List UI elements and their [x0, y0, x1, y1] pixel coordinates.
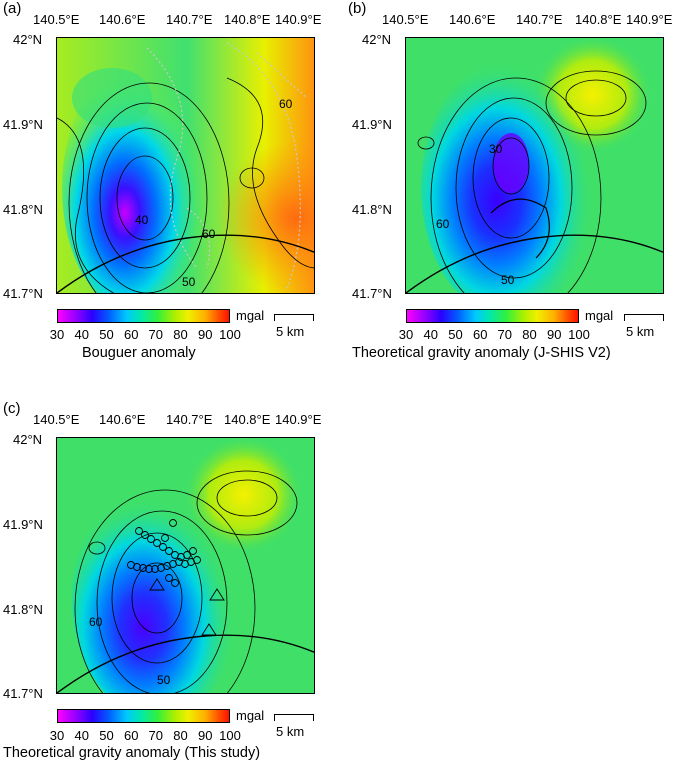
panel-caption: Theoretical gravity anomaly (This study): [3, 745, 261, 761]
lat-tick: 41.7°N: [3, 286, 43, 301]
lon-tick: 140.5°E: [33, 12, 80, 27]
panel-caption: Bouguer anomaly: [82, 345, 196, 361]
colorbar-tick: 80: [173, 728, 188, 743]
panel-caption: Theoretical gravity anomaly (J-SHIS V2): [352, 345, 611, 361]
contour-label: 60: [279, 97, 293, 111]
gravity-map: 30 60 50: [405, 37, 664, 294]
contour-label: 50: [501, 273, 515, 287]
lon-tick: 140.6°E: [99, 412, 146, 427]
colorbar-tick: 90: [547, 327, 562, 342]
colorbar: [57, 309, 230, 323]
panel-label: (b): [348, 0, 367, 17]
colorbar-tick: 90: [198, 728, 213, 743]
colorbar-unit: mgal: [236, 708, 265, 723]
lon-tick: 140.8°E: [575, 12, 622, 27]
lon-tick: 140.9°E: [275, 412, 322, 427]
colorbar-tick: 40: [74, 327, 89, 342]
colorbar-tick: 50: [99, 327, 114, 342]
lon-tick: 140.9°E: [626, 12, 673, 27]
lon-tick: 140.8°E: [224, 12, 271, 27]
scale-label: 5 km: [276, 724, 305, 739]
lat-tick: 41.7°N: [3, 686, 43, 701]
colorbar-tick: 100: [219, 728, 241, 743]
lon-tick: 140.5°E: [33, 412, 80, 427]
colorbar-tick: 80: [173, 327, 188, 342]
scale-label: 5 km: [276, 324, 305, 339]
colorbar-unit: mgal: [236, 308, 265, 323]
colorbar-tick: 80: [522, 327, 537, 342]
colorbar: [406, 309, 579, 323]
panel-label: (c): [3, 400, 21, 417]
colorbar-tick: 100: [219, 327, 241, 342]
scale-bar: [274, 714, 314, 721]
colorbar-tick: 60: [123, 327, 139, 342]
colorbar-ticks: 30 40 50 60 70 80 90 100: [50, 327, 241, 343]
colorbar-tick: 40: [74, 728, 89, 743]
gravity-map: 60 50: [56, 437, 315, 694]
lon-tick: 140.7°E: [516, 12, 563, 27]
contour-label: 50: [157, 673, 171, 687]
colorbar-tick: 60: [472, 327, 488, 342]
lon-tick: 140.9°E: [275, 12, 322, 27]
colorbar-tick: 70: [148, 728, 164, 743]
colorbar-tick: 30: [398, 327, 414, 342]
lon-tick: 140.6°E: [449, 12, 496, 27]
gravity-map: 60 50 40 60: [56, 37, 315, 294]
colorbar-unit: mgal: [585, 308, 614, 323]
lat-tick: 41.9°N: [352, 117, 392, 132]
scale-bar: [274, 314, 314, 321]
colorbar-tick: 90: [198, 327, 213, 342]
colorbar-tick: 100: [568, 327, 590, 342]
lon-tick: 140.5°E: [382, 12, 429, 27]
lon-tick: 140.7°E: [166, 412, 213, 427]
lon-tick: 140.7°E: [166, 12, 213, 27]
lat-tick: 42°N: [13, 32, 43, 47]
colorbar-tick: 70: [497, 327, 513, 342]
colorbar-tick: 50: [448, 327, 463, 342]
lat-tick: 41.9°N: [3, 117, 43, 132]
colorbar-ticks: 30 40 50 60 70 80 90 100: [399, 327, 590, 343]
lat-tick: 41.9°N: [3, 517, 43, 532]
scale-label: 5 km: [626, 324, 655, 339]
lat-tick: 42°N: [362, 32, 392, 47]
lat-tick: 41.8°N: [3, 202, 43, 217]
lat-tick: 42°N: [13, 432, 43, 447]
colorbar-tick: 70: [148, 327, 164, 342]
lon-tick: 140.6°E: [99, 12, 146, 27]
colorbar-tick: 40: [423, 327, 438, 342]
colorbar-ticks: 30 40 50 60 70 80 90 100: [50, 728, 241, 744]
colorbar-tick: 50: [99, 728, 114, 743]
contour-label: 40: [135, 213, 149, 227]
colorbar-tick: 60: [123, 728, 139, 743]
contour-label: 60: [89, 615, 103, 629]
scale-bar: [624, 314, 664, 321]
contour-label: 50: [182, 275, 196, 289]
contour-label: 60: [436, 217, 450, 231]
lat-tick: 41.7°N: [352, 286, 392, 301]
lat-tick: 41.8°N: [352, 202, 392, 217]
colorbar-tick: 30: [49, 728, 65, 743]
panel-label: (a): [3, 0, 22, 17]
colorbar-tick: 30: [49, 327, 65, 342]
lon-tick: 140.8°E: [224, 412, 271, 427]
contour-label: 30: [489, 142, 503, 156]
colorbar: [57, 709, 230, 723]
lat-tick: 41.8°N: [3, 602, 43, 617]
contour-label: 60: [202, 227, 216, 241]
